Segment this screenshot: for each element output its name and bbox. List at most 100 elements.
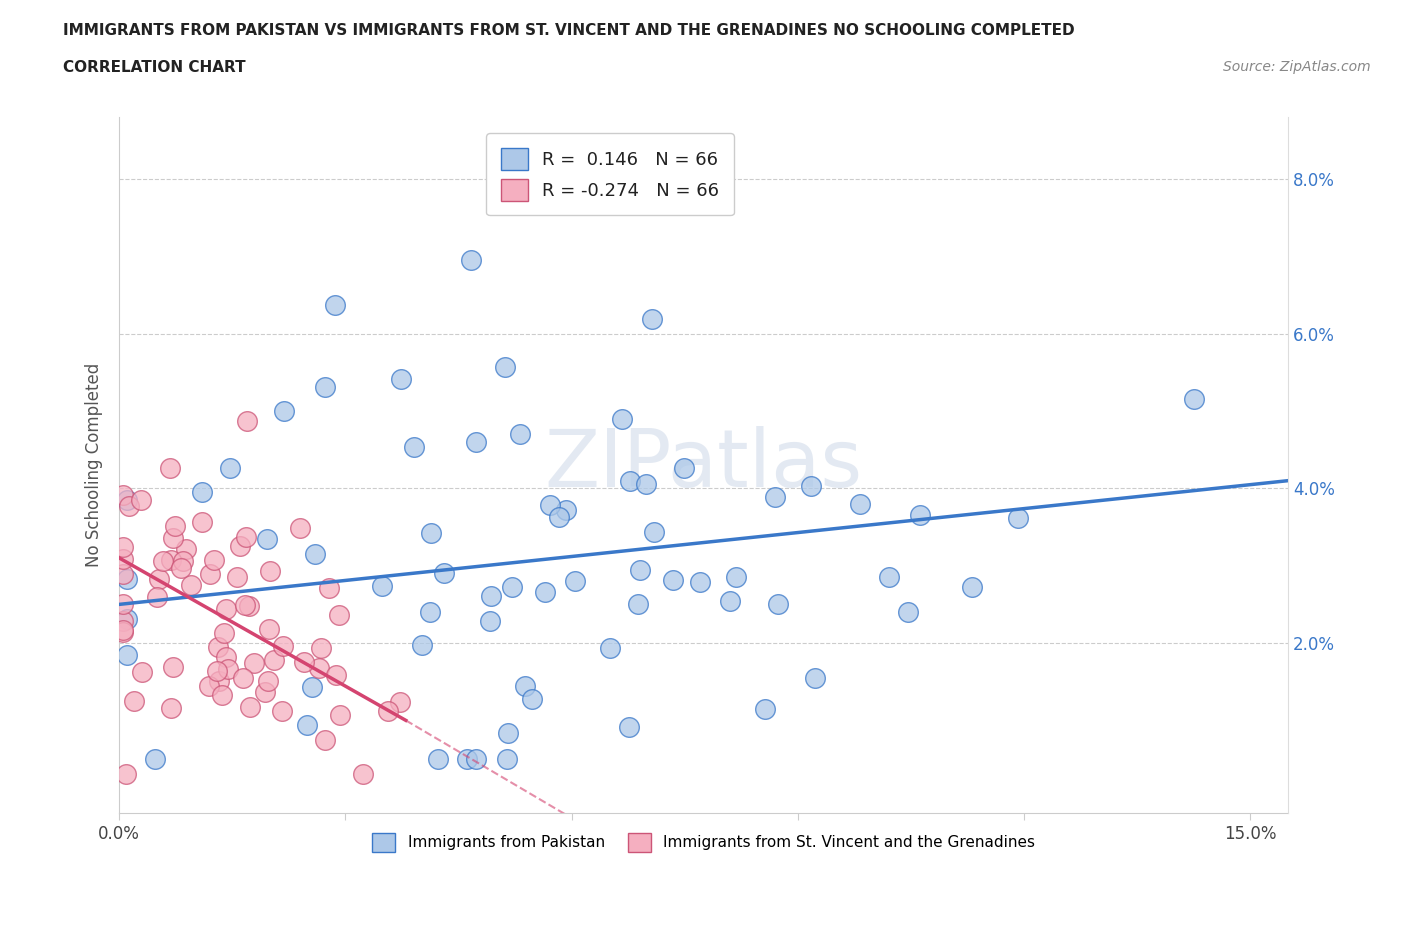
Text: IMMIGRANTS FROM PAKISTAN VS IMMIGRANTS FROM ST. VINCENT AND THE GRENADINES NO SC: IMMIGRANTS FROM PAKISTAN VS IMMIGRANTS F… (63, 23, 1076, 38)
Point (460, 252, 482, 267)
Point (217, 662, 239, 677)
Point (538, 498, 561, 512)
Point (304, 547, 326, 562)
Point (208, 673, 231, 688)
Point (612, 412, 634, 427)
Point (352, 767, 374, 782)
Point (115, 493, 138, 508)
Point (212, 625, 235, 640)
Point (325, 668, 347, 683)
Point (640, 312, 662, 326)
Point (229, 538, 252, 553)
Point (215, 649, 238, 664)
Point (232, 671, 254, 685)
Point (259, 564, 281, 578)
Point (263, 652, 285, 667)
Point (661, 573, 683, 588)
Point (766, 597, 789, 612)
Point (191, 515, 214, 530)
Point (112, 622, 135, 637)
Point (309, 640, 332, 655)
Point (180, 578, 202, 592)
Point (288, 521, 311, 536)
Point (1182, 392, 1205, 406)
Point (124, 694, 146, 709)
Point (131, 665, 153, 680)
Point (564, 574, 586, 589)
Point (112, 613, 135, 628)
Point (191, 485, 214, 500)
Point (112, 488, 135, 503)
Point (239, 699, 262, 714)
Point (115, 647, 138, 662)
Point (718, 593, 741, 608)
Point (162, 531, 184, 546)
Point (554, 502, 576, 517)
Point (176, 541, 198, 556)
Point (112, 539, 135, 554)
Point (643, 525, 665, 539)
Point (160, 700, 183, 715)
Point (219, 460, 242, 475)
Point (295, 718, 318, 733)
Point (323, 298, 346, 312)
Point (314, 733, 336, 748)
Point (215, 601, 238, 616)
Point (419, 525, 441, 540)
Point (143, 751, 166, 766)
Point (225, 570, 247, 585)
Point (314, 380, 336, 395)
Point (689, 575, 711, 590)
Point (271, 704, 294, 719)
Point (619, 474, 641, 489)
Point (389, 372, 412, 387)
Point (207, 664, 229, 679)
Point (112, 566, 135, 581)
Point (160, 552, 183, 567)
Point (115, 611, 138, 626)
Point (877, 570, 900, 585)
Point (628, 563, 651, 578)
Point (509, 427, 531, 442)
Point (496, 751, 519, 766)
Point (243, 656, 266, 671)
Point (377, 704, 399, 719)
Point (456, 751, 478, 766)
Point (465, 435, 488, 450)
Point (960, 579, 983, 594)
Point (754, 702, 776, 717)
Point (419, 604, 441, 619)
Point (479, 589, 502, 604)
Point (433, 565, 456, 580)
Point (634, 476, 657, 491)
Point (129, 493, 152, 508)
Point (256, 531, 278, 546)
Point (800, 479, 823, 494)
Point (236, 413, 259, 428)
Point (254, 684, 277, 699)
Point (112, 624, 135, 639)
Point (202, 552, 225, 567)
Point (411, 637, 433, 652)
Point (146, 590, 169, 604)
Point (257, 674, 280, 689)
Point (494, 360, 516, 375)
Point (329, 708, 352, 723)
Point (908, 507, 931, 522)
Point (672, 461, 695, 476)
Point (238, 599, 260, 614)
Point (724, 569, 747, 584)
Point (404, 439, 426, 454)
Point (520, 692, 543, 707)
Point (273, 638, 295, 653)
Point (152, 553, 174, 568)
Point (427, 751, 450, 766)
Point (198, 679, 221, 694)
Point (479, 614, 502, 629)
Point (318, 581, 340, 596)
Point (112, 596, 135, 611)
Point (118, 498, 141, 513)
Point (370, 578, 392, 593)
Point (235, 529, 257, 544)
Point (115, 766, 138, 781)
